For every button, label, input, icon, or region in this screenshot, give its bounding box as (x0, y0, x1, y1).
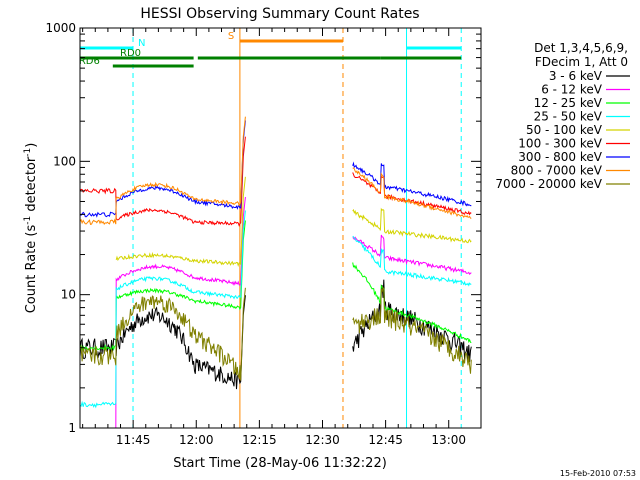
x-axis-label: Start Time (28-May-06 11:32:22) (173, 456, 387, 471)
legend-label-8: 7000 - 20000 keV (495, 177, 602, 191)
y-axis-label: Count Rate (s-1 detector-1) (23, 143, 39, 314)
series-line-4-b (352, 207, 472, 244)
segment-label-2: RD0 (120, 48, 141, 59)
series-line-0-a (80, 295, 246, 390)
legend-label-2: 12 - 25 keV (534, 96, 603, 110)
series-line-3-a (80, 210, 246, 409)
x-tick-label-5: 13:00 (431, 433, 466, 447)
y-label-mid: detector (24, 156, 39, 216)
x-tick-label-2: 12:15 (242, 433, 277, 447)
legend-label-7: 800 - 7000 keV (511, 164, 603, 178)
series-line-4-a (115, 176, 246, 268)
chart-title: HESSI Observing Summary Count Rates (140, 6, 419, 22)
series-line-8-b (352, 286, 472, 374)
y-label-sup1: -1 (23, 216, 33, 225)
footer-date: 15-Feb-2010 07:53 (560, 469, 636, 478)
y-label-sup2: -1 (23, 148, 33, 157)
series-line-8-a (80, 287, 246, 381)
series-line-2-b (352, 262, 472, 344)
y-tick-label-1: 10 (61, 288, 76, 302)
series-line-5-b (352, 172, 472, 216)
plot-frame (79, 27, 482, 429)
segment-label-0: N (138, 38, 145, 49)
series-line-6-a (80, 120, 246, 218)
series-line-7-b (352, 167, 472, 219)
segment-label-6: RD6 (79, 56, 100, 67)
legend-label-1: 6 - 12 keV (541, 83, 603, 97)
y-axis-ticks: 1 10 100 1000 (45, 21, 481, 435)
series-line-7-a (80, 116, 246, 226)
series-line-3-b (352, 235, 472, 287)
y-label-main: Count Rate (s (24, 225, 39, 314)
y-tick-label-3: 1000 (45, 21, 76, 35)
legend: Det 1,3,4,5,6,9, FDecim 1, Att 0 3 - 6 k… (495, 41, 630, 191)
series-line-1-b (352, 234, 472, 276)
legend-label-6: 300 - 800 keV (518, 150, 602, 164)
legend-label-4: 50 - 100 keV (526, 123, 603, 137)
legend-label-3: 25 - 50 keV (534, 110, 603, 124)
series-line-5-a (80, 136, 246, 227)
legend-label-5: 100 - 300 keV (518, 137, 602, 151)
legend-header-line2: FDecim 1, Att 0 (535, 55, 628, 69)
series-line-1-a (115, 196, 246, 428)
x-tick-label-4: 12:45 (368, 433, 403, 447)
series-line-0-b (352, 279, 472, 362)
series-line-6-b (352, 161, 472, 207)
x-tick-label-1: 12:00 (179, 433, 214, 447)
x-tick-label-0: 11:45 (116, 433, 151, 447)
legend-label-0: 3 - 6 keV (549, 69, 603, 83)
y-tick-label-0: 1 (68, 421, 76, 435)
y-label-end: ) (24, 143, 39, 148)
x-tick-label-3: 12:30 (305, 433, 340, 447)
series-line-2-a (80, 220, 246, 351)
legend-header-line1: Det 1,3,4,5,6,9, (534, 41, 628, 55)
x-axis-ticks: 11:45 12:00 12:15 12:30 12:45 13:00 (82, 28, 466, 447)
y-tick-label-2: 100 (53, 154, 76, 168)
segment-label-7: S (228, 31, 234, 42)
